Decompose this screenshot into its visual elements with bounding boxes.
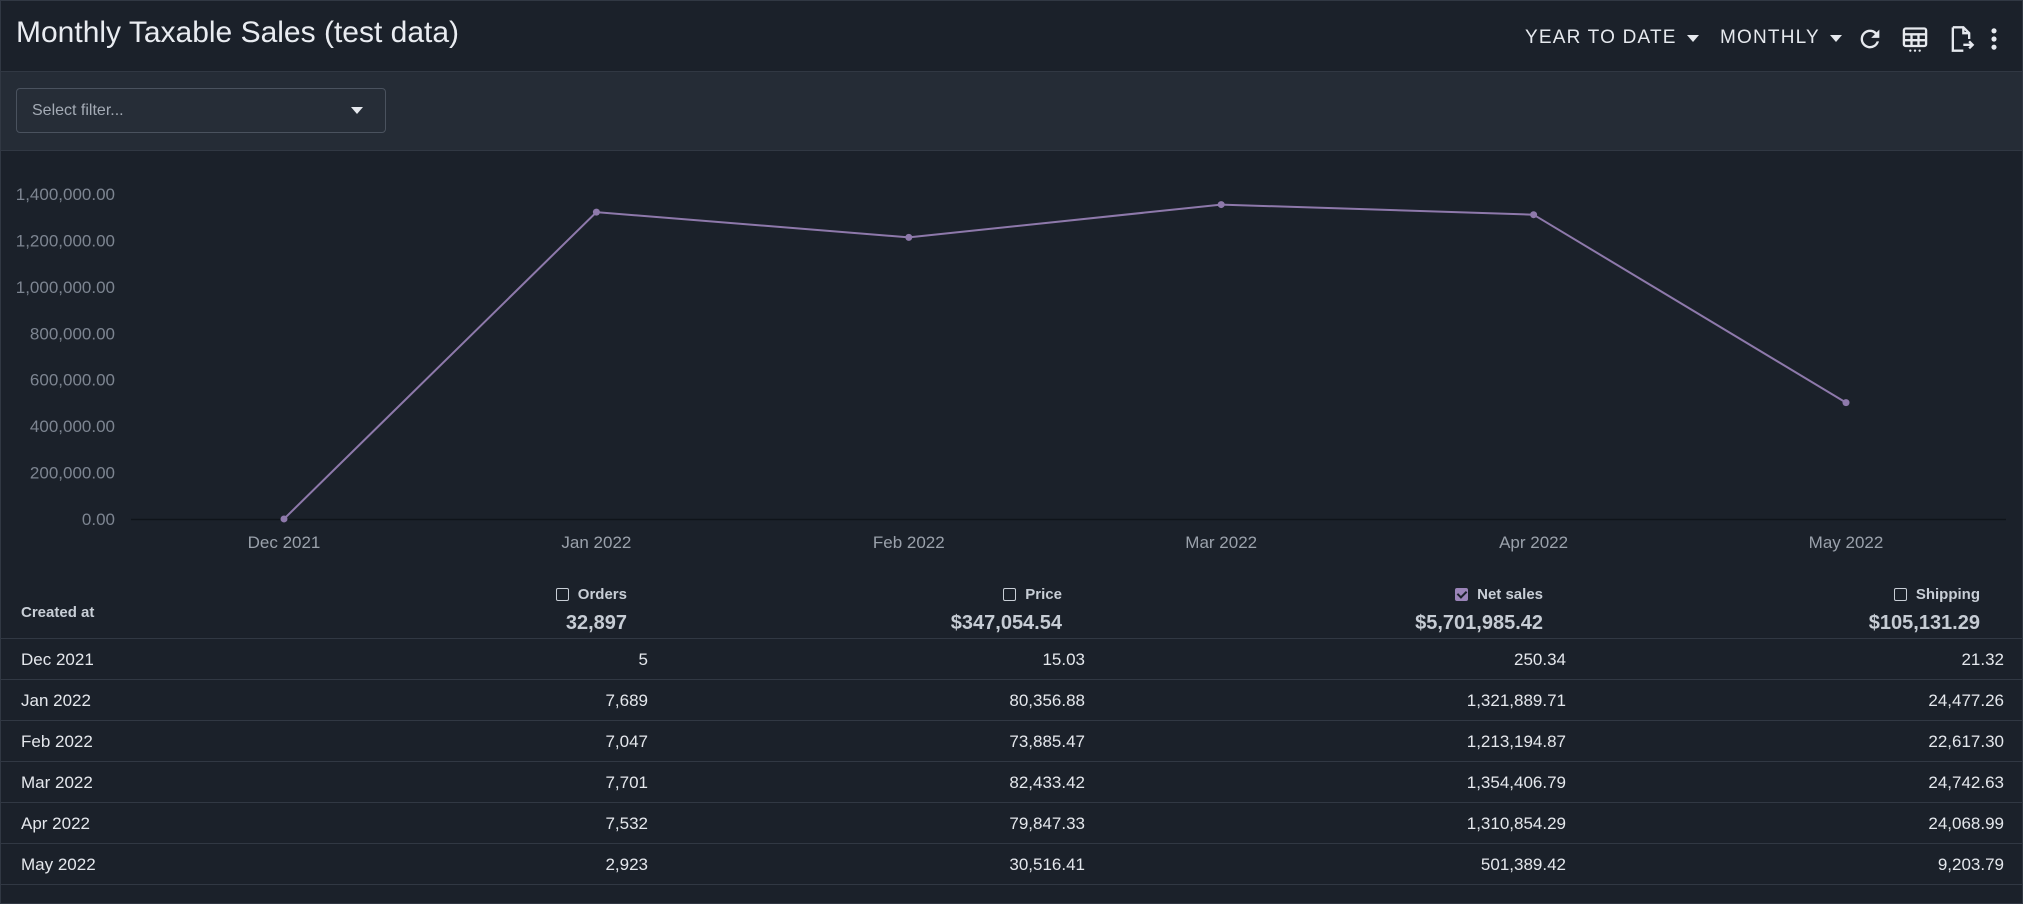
table-header-divider bbox=[1, 638, 2022, 639]
table-row: Jan 2022 7,689 80,356.88 1,321,889.71 24… bbox=[1, 680, 2022, 721]
export-document-icon[interactable] bbox=[1947, 25, 1975, 53]
line-chart-svg: 0.00 200,000.00 400,000.00 600,000.00 800,00… bbox=[16, 185, 2006, 552]
cell-price: 79,847.33 bbox=[1009, 814, 1085, 833]
column-header-created-at: Created at bbox=[21, 604, 95, 621]
cell-net-sales: 1,321,889.71 bbox=[1466, 691, 1566, 710]
caret-down-icon bbox=[1829, 34, 1842, 42]
y-tick-label: 1,400,000.00 bbox=[16, 185, 115, 204]
table-row: May 2022 2,923 30,516.41 501,389.42 9,20… bbox=[1, 844, 2022, 885]
cell-shipping: 22,617.30 bbox=[1928, 732, 2004, 751]
cell-created-at: Feb 2022 bbox=[21, 732, 93, 751]
cell-net-sales: 1,213,194.87 bbox=[1466, 732, 1566, 751]
cell-created-at: Dec 2021 bbox=[21, 650, 94, 669]
net-sales-total: $5,701,985.42 bbox=[1415, 612, 1543, 634]
y-tick-label: 400,000.00 bbox=[30, 417, 115, 436]
y-tick-label: 600,000.00 bbox=[30, 371, 115, 390]
shipping-checkbox[interactable] bbox=[1893, 588, 1907, 601]
cell-net-sales: 1,310,854.29 bbox=[1466, 814, 1566, 833]
cell-price: 82,433.42 bbox=[1009, 773, 1085, 792]
orders-total: 32,897 bbox=[565, 612, 627, 634]
cell-shipping: 24,742.63 bbox=[1928, 773, 2004, 792]
x-tick-label: May 2022 bbox=[1809, 533, 1884, 552]
column-header-shipping: Shipping $105,131.29 bbox=[1869, 586, 1980, 635]
column-header-orders: Orders 32,897 bbox=[555, 586, 627, 635]
cell-orders: 5 bbox=[638, 650, 648, 669]
shipping-total: $105,131.29 bbox=[1868, 612, 1980, 634]
x-tick-label: Apr 2022 bbox=[1499, 533, 1568, 552]
filter-select[interactable]: Select filter... bbox=[16, 88, 386, 133]
table-row: Dec 2021 5 15.03 250.34 21.32 bbox=[1, 639, 2022, 680]
date-range-dropdown[interactable]: YEAR TO DATE bbox=[1525, 27, 1699, 49]
x-tick-label: Mar 2022 bbox=[1185, 533, 1257, 552]
refresh-icon[interactable] bbox=[1856, 25, 1884, 53]
cell-orders: 7,689 bbox=[605, 691, 648, 710]
price-checkbox[interactable] bbox=[1003, 588, 1017, 601]
orders-label: Orders bbox=[577, 586, 627, 603]
column-header-price: Price $347,054.54 bbox=[951, 586, 1062, 635]
data-point[interactable] bbox=[1842, 399, 1850, 407]
cell-price: 15.03 bbox=[1042, 650, 1085, 669]
table-view-icon[interactable] bbox=[1901, 25, 1929, 53]
data-point[interactable] bbox=[280, 515, 288, 523]
y-tick-label: 200,000.00 bbox=[30, 464, 115, 483]
data-point[interactable] bbox=[1530, 211, 1538, 219]
data-point[interactable] bbox=[592, 208, 600, 216]
caret-down-icon bbox=[1686, 34, 1699, 42]
cell-shipping: 21.32 bbox=[1961, 650, 2004, 669]
interval-dropdown[interactable]: MONTHLY bbox=[1720, 27, 1842, 49]
filter-placeholder: Select filter... bbox=[32, 102, 124, 119]
filter-bar: Select filter... bbox=[1, 72, 2022, 151]
page-title: Monthly Taxable Sales (test data) bbox=[16, 16, 460, 49]
cell-created-at: Apr 2022 bbox=[21, 814, 90, 833]
interval-label: MONTHLY bbox=[1720, 27, 1820, 48]
cell-shipping: 9,203.79 bbox=[1937, 855, 2004, 874]
net-sales-label: Net sales bbox=[1477, 586, 1543, 603]
cell-created-at: May 2022 bbox=[21, 855, 96, 874]
caret-down-icon bbox=[351, 107, 363, 114]
price-total: $347,054.54 bbox=[950, 612, 1062, 634]
series-line-net-sales bbox=[283, 203, 1847, 520]
y-tick-label: 1,000,000.00 bbox=[16, 278, 115, 297]
cell-orders: 2,923 bbox=[605, 855, 648, 874]
shipping-label: Shipping bbox=[1915, 586, 1980, 603]
y-tick-label: 0.00 bbox=[82, 510, 115, 529]
x-tick-label: Jan 2022 bbox=[561, 533, 631, 552]
cell-net-sales: 501,389.42 bbox=[1480, 855, 1566, 874]
cell-orders: 7,532 bbox=[605, 814, 648, 833]
data-point[interactable] bbox=[1217, 201, 1225, 209]
cell-created-at: Mar 2022 bbox=[21, 773, 93, 792]
table-row: Mar 2022 7,701 82,433.42 1,354,406.79 24… bbox=[1, 762, 2022, 803]
cell-price: 30,516.41 bbox=[1009, 855, 1085, 874]
cell-shipping: 24,068.99 bbox=[1928, 814, 2004, 833]
line-chart: 0.00 200,000.00 400,000.00 600,000.00 800,00… bbox=[1, 151, 2022, 561]
cell-created-at: Jan 2022 bbox=[21, 691, 91, 710]
cell-orders: 7,701 bbox=[605, 773, 648, 792]
cell-price: 73,885.47 bbox=[1009, 732, 1085, 751]
orders-checkbox[interactable] bbox=[555, 588, 569, 601]
more-vert-icon[interactable] bbox=[1987, 25, 2001, 53]
cell-orders: 7,047 bbox=[605, 732, 648, 751]
y-tick-label: 800,000.00 bbox=[30, 324, 115, 343]
price-label: Price bbox=[1025, 586, 1062, 603]
cell-net-sales: 250.34 bbox=[1514, 650, 1566, 669]
report-header: Monthly Taxable Sales (test data) YEAR T… bbox=[1, 1, 2022, 72]
table-row: Apr 2022 7,532 79,847.33 1,310,854.29 24… bbox=[1, 803, 2022, 844]
table-body: Dec 2021 5 15.03 250.34 21.32 Jan 2022 7… bbox=[1, 639, 2022, 885]
net-sales-checkbox[interactable] bbox=[1455, 588, 1469, 601]
column-header-net-sales: Net sales $5,701,985.42 bbox=[1415, 586, 1543, 635]
cell-price: 80,356.88 bbox=[1009, 691, 1085, 710]
y-tick-label: 1,200,000.00 bbox=[16, 231, 115, 250]
cell-shipping: 24,477.26 bbox=[1928, 691, 2004, 710]
x-tick-label: Feb 2022 bbox=[873, 533, 945, 552]
cell-net-sales: 1,354,406.79 bbox=[1466, 773, 1566, 792]
x-tick-label: Dec 2021 bbox=[248, 533, 321, 552]
table-row: Feb 2022 7,047 73,885.47 1,213,194.87 22… bbox=[1, 721, 2022, 762]
date-range-label: YEAR TO DATE bbox=[1525, 27, 1677, 48]
data-point[interactable] bbox=[905, 233, 913, 241]
